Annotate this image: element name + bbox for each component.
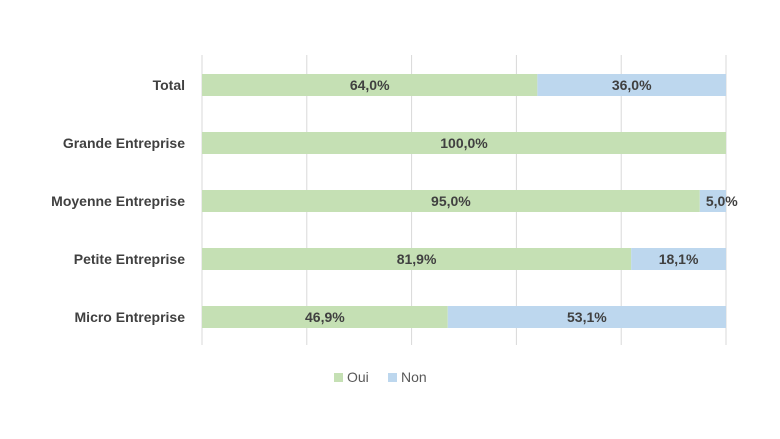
data-label: 36,0% [612, 77, 652, 93]
category-label: Micro Entreprise [75, 309, 186, 325]
bar-non [447, 306, 726, 328]
data-label: 95,0% [431, 193, 471, 209]
bars [202, 74, 726, 328]
category-label: Petite Entreprise [74, 251, 185, 267]
legend-swatch-non [388, 373, 397, 382]
bar-oui [202, 74, 538, 96]
bar-oui [202, 306, 448, 328]
legend-label-non: Non [401, 369, 427, 385]
bar-oui [202, 190, 700, 212]
bar-oui [202, 132, 726, 154]
data-labels: 64,0% 36,0% 100,0% 95,0% 5,0% 81,9% 18,1% 46,9%… [305, 77, 738, 325]
legend: Oui Non [334, 369, 427, 385]
data-label: 64,0% [350, 77, 390, 93]
data-label: 100,0% [440, 135, 488, 151]
data-label: 46,9% [305, 309, 345, 325]
legend-label-oui: Oui [347, 369, 369, 385]
category-label: Grande Entreprise [63, 135, 185, 151]
legend-swatch-oui [334, 373, 343, 382]
category-label: Total [153, 77, 185, 93]
data-label: 18,1% [659, 251, 699, 267]
bar-non [537, 74, 726, 96]
bar-non [699, 190, 726, 212]
data-label: 5,0% [706, 193, 738, 209]
bar-non [631, 248, 726, 270]
category-labels: Total Grande Entreprise Moyenne Entreprise… [51, 77, 185, 325]
category-label: Moyenne Entreprise [51, 193, 185, 209]
bar-oui [202, 248, 632, 270]
data-label: 53,1% [567, 309, 607, 325]
data-label: 81,9% [397, 251, 437, 267]
